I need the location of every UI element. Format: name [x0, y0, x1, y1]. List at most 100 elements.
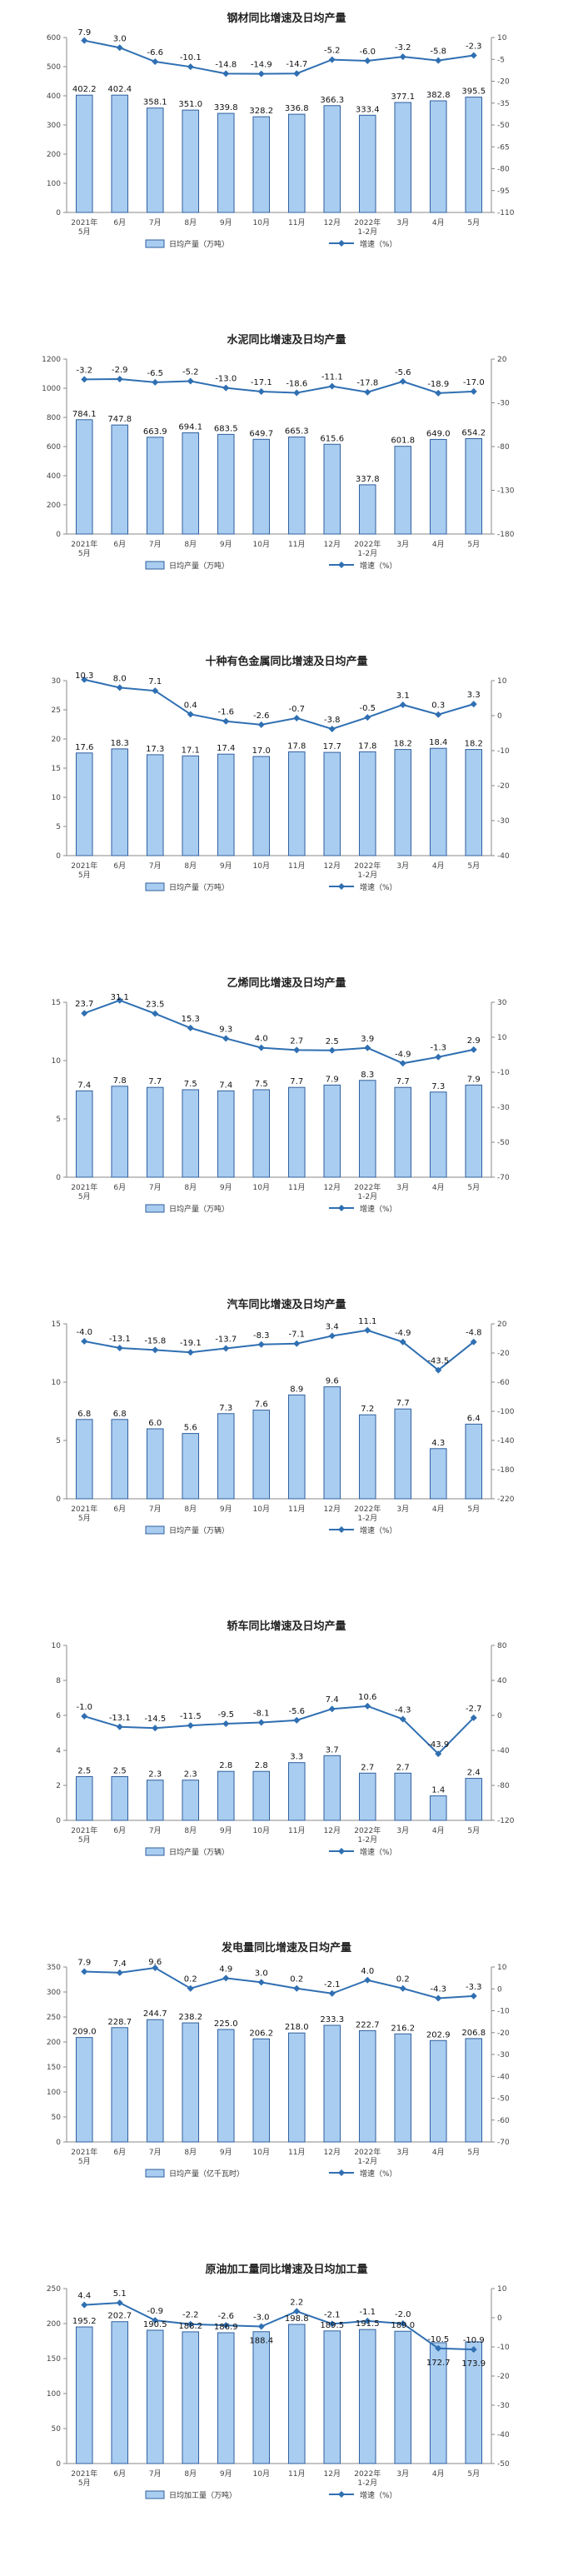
- bar-value-label: 694.1: [178, 423, 202, 432]
- x-tick-label: 8月: [184, 540, 197, 549]
- bar-value-label: 172.7: [426, 2359, 451, 2368]
- legend-bar-swatch: [145, 2169, 165, 2178]
- line-value-label: -10.9: [463, 2336, 485, 2345]
- bar: [287, 1394, 306, 1500]
- line-value-label: -0.5: [359, 704, 376, 713]
- line-point: [399, 2320, 406, 2327]
- x-tick-label: 3月: [396, 1826, 409, 1835]
- line-point: [399, 1715, 406, 1723]
- right-tick-label: -65: [497, 143, 510, 152]
- line-point: [187, 1349, 194, 1356]
- line-point: [470, 1046, 477, 1053]
- line-value-label: 3.9: [361, 1035, 374, 1044]
- x-tick-label: 3月: [396, 2148, 409, 2157]
- chart-title: 水泥同比增速及日均产量: [227, 333, 346, 347]
- line-value-label: 4.9: [219, 1964, 232, 1974]
- x-tick-label: 7月: [149, 218, 162, 227]
- right-tick-label: 10: [497, 1034, 507, 1042]
- bar-value-label: 382.8: [426, 91, 451, 100]
- x-tick-label: 2021年 5月: [71, 1825, 97, 1845]
- bar: [252, 2331, 271, 2464]
- bar: [429, 1795, 447, 1821]
- bar: [75, 94, 93, 213]
- bar: [394, 1772, 412, 1821]
- bar-value-label: 683.5: [214, 424, 238, 433]
- legend-bar-swatch: [145, 239, 165, 248]
- bar: [358, 114, 376, 213]
- line-value-label: -4.8: [466, 1329, 482, 1338]
- right-tick-label: -50: [497, 2095, 510, 2104]
- bar: [217, 1770, 235, 1821]
- line-point: [222, 1720, 230, 1727]
- line-point: [222, 1035, 230, 1042]
- right-tick-label: 0: [497, 712, 502, 721]
- x-tick-label: 9月: [220, 2469, 232, 2479]
- x-tick-label: 2022年 1-2月: [354, 861, 381, 880]
- line-point: [293, 1046, 301, 1054]
- legend-bar-label: 日均产量（万辆）: [169, 1847, 229, 1857]
- line-point: [81, 37, 88, 44]
- x-tick-label: 2022年 1-2月: [354, 539, 381, 558]
- line-point: [328, 1705, 336, 1713]
- bar: [217, 2332, 235, 2464]
- left-tick-label: 10: [52, 1379, 62, 1387]
- legend-line-swatch: [338, 562, 345, 568]
- bar: [182, 2331, 200, 2464]
- line-value-label: -0.7: [288, 705, 305, 714]
- line-value-label: 2.5: [326, 1037, 339, 1046]
- legend-bar-label: 日均产量（万吨）: [169, 1204, 229, 1214]
- line-value-label: 7.9: [77, 1959, 91, 1968]
- line-value-label: -3.2: [395, 43, 411, 52]
- x-tick-label: 8月: [184, 1826, 197, 1835]
- bar-value-label: 7.7: [290, 1077, 303, 1086]
- line-value-label: 4.0: [361, 1967, 374, 1976]
- bar-value-label: 2.8: [255, 1761, 268, 1770]
- bar: [111, 748, 129, 856]
- x-tick-label: 2022年 1-2月: [354, 2469, 381, 2488]
- line-value-label: 23.5: [146, 1001, 164, 1010]
- line-point: [81, 1338, 88, 1345]
- legend: 日均加工量（万吨） 增速（%）: [145, 2490, 397, 2500]
- line-point: [470, 1338, 477, 1345]
- bar: [146, 754, 164, 856]
- line-point: [257, 721, 265, 728]
- right-tick-label: -60: [497, 1379, 510, 1387]
- legend-bar-label: 日均产量（亿千瓦时）: [169, 2169, 244, 2179]
- line-value-label: 7.1: [148, 677, 162, 686]
- line-value-label: -3.8: [324, 716, 341, 725]
- bar: [465, 1084, 483, 1178]
- left-tick-label: 50: [52, 2114, 62, 2122]
- line-point: [470, 387, 477, 395]
- line-value-label: 3.0: [255, 1969, 268, 1978]
- x-tick-label: 5月: [467, 1826, 480, 1835]
- chart-4: 乙烯同比增速及日均产量 0 5 10 15 30 10 -10 -30 -50 -70 2021年 5月…: [52, 976, 510, 1214]
- line-point: [470, 1714, 477, 1721]
- bar: [465, 97, 483, 213]
- right-tick-label: -20: [497, 1350, 510, 1358]
- bar: [146, 2019, 164, 2143]
- bar: [429, 2342, 447, 2464]
- x-tick-label: 9月: [220, 1183, 232, 1192]
- legend: 日均产量（万吨） 增速（%）: [145, 561, 397, 571]
- right-tick-label: -20: [497, 78, 510, 87]
- bar: [323, 751, 341, 856]
- bar-value-label: 17.7: [323, 742, 341, 751]
- right-tick-label: 80: [497, 1642, 507, 1650]
- bar: [394, 1408, 412, 1500]
- left-tick-label: 10: [52, 1057, 62, 1066]
- line-point: [293, 1716, 301, 1724]
- bar: [217, 753, 235, 856]
- line-point: [116, 1344, 123, 1351]
- chart-title: 乙烯同比增速及日均产量: [227, 976, 346, 990]
- chart-title: 轿车同比增速及日均产量: [227, 1620, 346, 1633]
- line-value-label: -43.9: [427, 1740, 449, 1750]
- bar-value-label: 228.7: [107, 2018, 132, 2027]
- line-value-label: -13.0: [215, 375, 237, 384]
- bar-value-label: 188.4: [249, 2337, 273, 2346]
- bar: [182, 1089, 200, 1178]
- line-point: [152, 1346, 159, 1354]
- line-value-label: 4.0: [255, 1035, 268, 1044]
- left-tick-label: 350: [47, 1964, 61, 1972]
- line-value-label: -14.9: [251, 61, 272, 70]
- line-value-label: -11.5: [180, 1712, 202, 1721]
